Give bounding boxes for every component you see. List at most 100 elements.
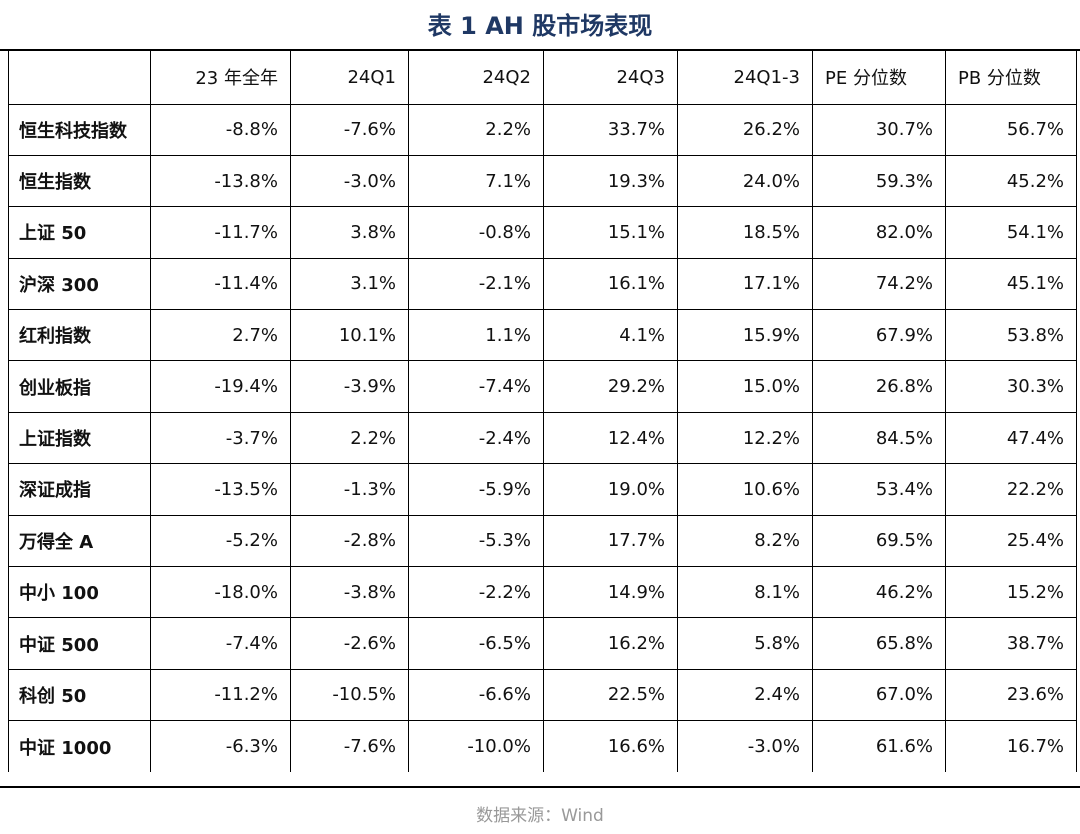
header-cell: PE 分位数 (812, 51, 946, 105)
index-name: 中证 500 (8, 617, 151, 670)
value-cell: -0.8% (408, 206, 544, 259)
data-row: 上证 50 -11.7% 3.8% -0.8% 15.1% 18.5% 82.0% 54.1% (8, 206, 1077, 259)
table-title: 表 1 AH 股市场表现 (427, 12, 653, 40)
value-cell: 16.7% (945, 720, 1077, 773)
header-row: 23 年全年 24Q1 24Q2 24Q3 24Q1-3 PE 分位数 PB 分位数 (8, 51, 1077, 105)
value-cell: -18.0% (150, 566, 291, 619)
value-cell: 19.3% (543, 154, 678, 208)
source-note: 数据来源：Wind (476, 806, 604, 826)
index-name: 深证成指 (8, 463, 151, 516)
value-cell: 53.4% (812, 463, 946, 516)
value-cell: 2.2% (290, 411, 409, 465)
value-cell: 12.2% (677, 411, 813, 465)
value-cell: 25.4% (945, 514, 1077, 568)
value-cell: 67.9% (812, 309, 946, 362)
value-cell: 30.7% (812, 103, 946, 156)
value-cell: 67.0% (812, 668, 946, 722)
rule (0, 49, 1080, 51)
value-cell: -2.1% (408, 257, 544, 311)
market-table: 23 年全年 24Q1 24Q2 24Q3 24Q1-3 PE 分位数 PB 分位数 恒生科技… (8, 51, 1077, 773)
value-cell: 82.0% (812, 206, 946, 259)
value-cell: 15.9% (677, 309, 813, 362)
index-name: 沪深 300 (8, 257, 151, 311)
value-cell: -6.5% (408, 617, 544, 670)
header-cell: 24Q1-3 (677, 51, 813, 105)
value-cell: 74.2% (812, 257, 946, 311)
value-cell: 4.1% (543, 309, 678, 362)
data-row: 上证指数 -3.7% 2.2% -2.4% 12.4% 12.2% 84.5% 47.4% (8, 411, 1077, 465)
value-cell: 22.5% (543, 668, 678, 722)
value-cell: -2.8% (290, 514, 409, 568)
value-cell: 10.6% (677, 463, 813, 516)
value-cell: -10.0% (408, 720, 544, 773)
value-cell: -2.6% (290, 617, 409, 670)
data-row: 深证成指 -13.5% -1.3% -5.9% 19.0% 10.6% 53.4% 22.2% (8, 463, 1077, 516)
value-cell: -11.7% (150, 206, 291, 259)
index-name: 中小 100 (8, 566, 151, 619)
value-cell: -6.3% (150, 720, 291, 773)
value-cell: 14.9% (543, 566, 678, 619)
value-cell: 10.1% (290, 309, 409, 362)
index-name: 万得全 A (8, 514, 151, 568)
data-row: 万得全 A -5.2% -2.8% -5.3% 17.7% 8.2% 69.5% 25.4% (8, 514, 1077, 568)
index-name: 红利指数 (8, 309, 151, 362)
value-cell: -3.0% (290, 154, 409, 208)
value-cell: -11.4% (150, 257, 291, 311)
index-name: 科创 50 (8, 668, 151, 722)
header-cell: 24Q1 (290, 51, 409, 105)
value-cell: 69.5% (812, 514, 946, 568)
index-name: 创业板指 (8, 360, 151, 413)
value-cell: -10.5% (290, 668, 409, 722)
value-cell: -19.4% (150, 360, 291, 413)
rule (0, 786, 1080, 788)
value-cell: 45.1% (945, 257, 1077, 311)
value-cell: 23.6% (945, 668, 1077, 722)
value-cell: 61.6% (812, 720, 946, 773)
value-cell: -13.5% (150, 463, 291, 516)
value-cell: 5.8% (677, 617, 813, 670)
value-cell: 16.1% (543, 257, 678, 311)
header-cell: 23 年全年 (150, 51, 291, 105)
value-cell: -7.6% (290, 103, 409, 156)
value-cell: 30.3% (945, 360, 1077, 413)
value-cell: 84.5% (812, 411, 946, 465)
value-cell: -3.7% (150, 411, 291, 465)
value-cell: 17.1% (677, 257, 813, 311)
value-cell: 16.2% (543, 617, 678, 670)
value-cell: 3.8% (290, 206, 409, 259)
index-name: 上证 50 (8, 206, 151, 259)
header-cell: 24Q3 (543, 51, 678, 105)
value-cell: 22.2% (945, 463, 1077, 516)
value-cell: -3.9% (290, 360, 409, 413)
data-row: 科创 50 -11.2% -10.5% -6.6% 22.5% 2.4% 67.0% 23.6… (8, 668, 1077, 722)
index-name: 恒生科技指数 (8, 103, 151, 156)
value-cell: -7.4% (150, 617, 291, 670)
data-row: 中小 100 -18.0% -3.8% -2.2% 14.9% 8.1% 46.2% 15.2… (8, 566, 1077, 619)
value-cell: -7.6% (290, 720, 409, 773)
value-cell: -7.4% (408, 360, 544, 413)
value-cell: 33.7% (543, 103, 678, 156)
value-cell: 65.8% (812, 617, 946, 670)
value-cell: -2.4% (408, 411, 544, 465)
value-cell: -5.3% (408, 514, 544, 568)
data-row: 沪深 300 -11.4% 3.1% -2.1% 16.1% 17.1% 74.2% 45.1… (8, 257, 1077, 311)
header-cell: 24Q2 (408, 51, 544, 105)
value-cell: 2.4% (677, 668, 813, 722)
data-row: 中证 1000 -6.3% -7.6% -10.0% 16.6% -3.0% 61.6% 16… (8, 720, 1077, 773)
value-cell: 15.1% (543, 206, 678, 259)
value-cell: 45.2% (945, 154, 1077, 208)
value-cell: 7.1% (408, 154, 544, 208)
value-cell: 12.4% (543, 411, 678, 465)
value-cell: -3.0% (677, 720, 813, 773)
value-cell: 18.5% (677, 206, 813, 259)
value-cell: 54.1% (945, 206, 1077, 259)
value-cell: 56.7% (945, 103, 1077, 156)
value-cell: 38.7% (945, 617, 1077, 670)
value-cell: 26.8% (812, 360, 946, 413)
value-cell: 16.6% (543, 720, 678, 773)
value-cell: -2.2% (408, 566, 544, 619)
value-cell: 59.3% (812, 154, 946, 208)
corner-cell (8, 51, 151, 105)
index-name: 恒生指数 (8, 154, 151, 208)
value-cell: 2.7% (150, 309, 291, 362)
